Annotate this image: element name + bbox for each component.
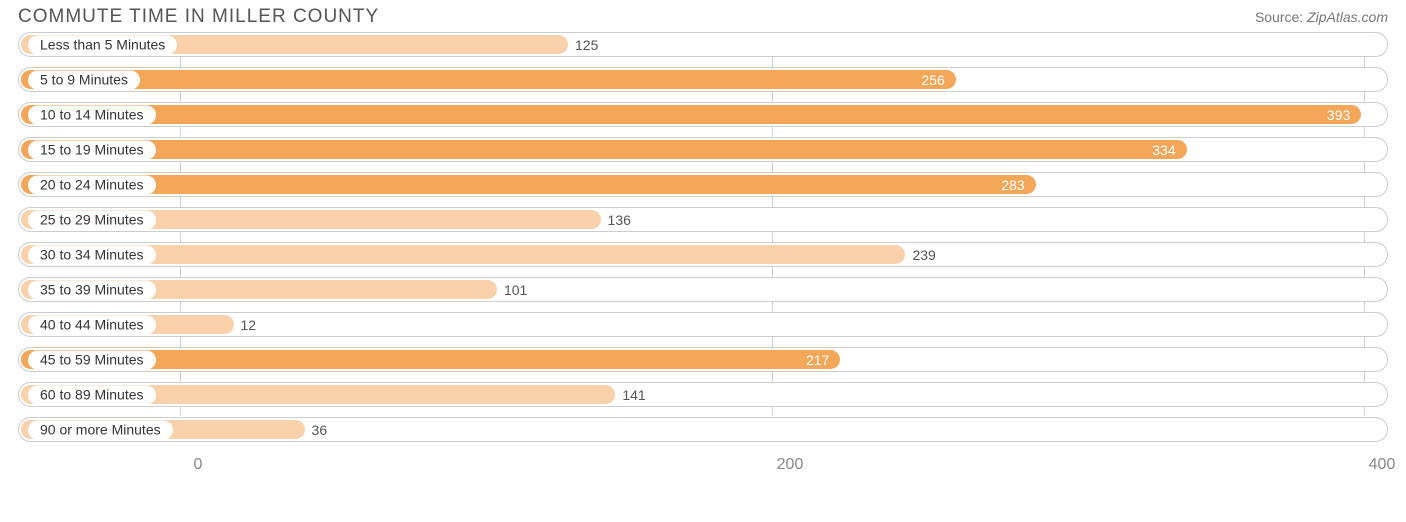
value-label: 136 — [608, 212, 631, 228]
x-tick-label: 200 — [777, 456, 804, 474]
x-axis: 0200400 — [18, 452, 1388, 482]
category-label: 40 to 44 Minutes — [28, 315, 156, 334]
bar-row: 5 to 9 Minutes 256 — [18, 67, 1388, 92]
category-label: 5 to 9 Minutes — [28, 70, 140, 89]
chart-title: COMMUTE TIME IN MILLER COUNTY — [18, 6, 379, 28]
bar-row: Less than 5 Minutes 125 — [18, 32, 1388, 57]
category-label: 90 or more Minutes — [28, 420, 173, 439]
x-tick-label: 400 — [1369, 456, 1396, 474]
source-value: ZipAtlas.com — [1307, 9, 1388, 25]
category-label: 35 to 39 Minutes — [28, 280, 156, 299]
value-label: 12 — [241, 317, 257, 333]
bar-row: 20 to 24 Minutes 283 — [18, 172, 1388, 197]
bar-row: 60 to 89 Minutes 141 — [18, 382, 1388, 407]
value-label: 217 — [806, 352, 829, 368]
category-label: 60 to 89 Minutes — [28, 385, 156, 404]
bar-row: 90 or more Minutes 36 — [18, 417, 1388, 442]
bar-fill — [21, 140, 1187, 159]
chart-source: Source: ZipAtlas.com — [1255, 9, 1388, 25]
value-label: 36 — [312, 422, 328, 438]
bar-row: 45 to 59 Minutes 217 — [18, 347, 1388, 372]
bar-row: 25 to 29 Minutes 136 — [18, 207, 1388, 232]
category-label: 10 to 14 Minutes — [28, 105, 156, 124]
value-label: 256 — [921, 72, 944, 88]
bar-row: 15 to 19 Minutes 334 — [18, 137, 1388, 162]
value-label: 334 — [1152, 142, 1175, 158]
source-label: Source: — [1255, 9, 1303, 25]
category-label: 45 to 59 Minutes — [28, 350, 156, 369]
chart-area: Less than 5 Minutes 125 5 to 9 Minutes 256 1… — [0, 32, 1406, 442]
value-label: 239 — [912, 247, 935, 263]
bar-row: 40 to 44 Minutes 12 — [18, 312, 1388, 337]
chart-header: COMMUTE TIME IN MILLER COUNTY Source: Zi… — [0, 0, 1406, 32]
x-tick-label: 0 — [194, 456, 203, 474]
bar-fill — [21, 70, 956, 89]
value-label: 283 — [1001, 177, 1024, 193]
category-label: 20 to 24 Minutes — [28, 175, 156, 194]
bar-row: 30 to 34 Minutes 239 — [18, 242, 1388, 267]
bar-row: 10 to 14 Minutes 393 — [18, 102, 1388, 127]
bar-fill — [21, 105, 1361, 124]
category-label: 15 to 19 Minutes — [28, 140, 156, 159]
value-label: 125 — [575, 37, 598, 53]
bar-row: 35 to 39 Minutes 101 — [18, 277, 1388, 302]
value-label: 101 — [504, 282, 527, 298]
bar-fill — [21, 175, 1036, 194]
value-label: 141 — [622, 387, 645, 403]
category-label: 30 to 34 Minutes — [28, 245, 156, 264]
value-label: 393 — [1327, 107, 1350, 123]
category-label: Less than 5 Minutes — [28, 35, 177, 54]
category-label: 25 to 29 Minutes — [28, 210, 156, 229]
